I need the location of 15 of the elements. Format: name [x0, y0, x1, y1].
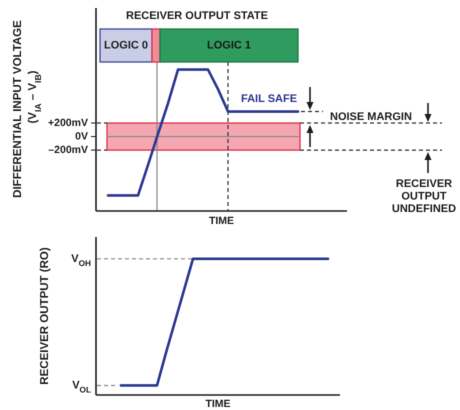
text: RECEIVER OUTPUT UNDEFINED	[392, 178, 456, 215]
text: NOISE MARGIN	[330, 111, 412, 123]
annotation: LOGIC 1	[206, 40, 252, 52]
annotation: RECEIVER OUTPUT STATE	[126, 10, 268, 22]
y-axis-title: RECEIVER OUTPUT (RO)	[39, 247, 51, 385]
text: V$_{OH}$	[71, 252, 92, 268]
line-series	[106, 68, 300, 197]
annotation: FAIL SAFE	[241, 93, 298, 105]
x-axis-title: TIME	[208, 215, 234, 227]
y-tick-label: +200mV	[48, 117, 88, 130]
text: V$_{OL}$	[72, 379, 91, 394]
x-axis-title: TIME	[205, 398, 231, 410]
y-tick-label: –200mV	[48, 144, 88, 156]
annotation: LOGIC 0	[104, 40, 148, 52]
y-tick-label: 0V	[75, 130, 88, 143]
